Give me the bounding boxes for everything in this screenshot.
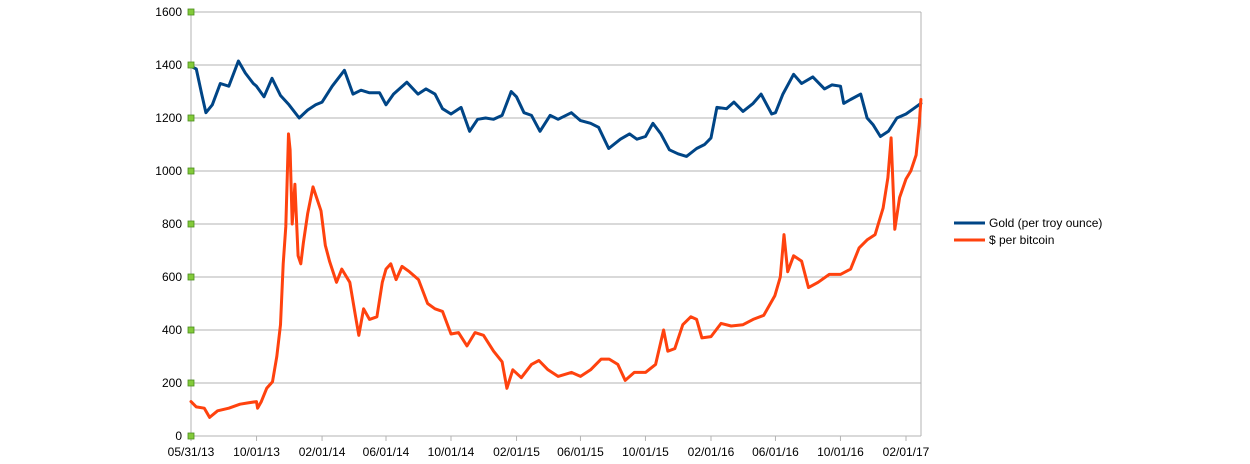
x-tick-label: 10/01/15 <box>622 445 669 459</box>
bitcoin-series-line <box>189 98 923 419</box>
legend-label: Gold (per troy ounce) <box>989 216 1102 230</box>
y-axis-marker <box>187 326 195 334</box>
y-tick-label: 800 <box>162 217 182 231</box>
legend: Gold (per troy ounce) $ per bitcoin <box>954 216 1102 247</box>
y-tick-label: 0 <box>175 429 182 443</box>
y-axis-marker <box>187 220 195 228</box>
y-axis-marker <box>187 8 195 16</box>
x-tick-label: 10/01/16 <box>817 445 864 459</box>
y-axis-marker <box>187 432 195 440</box>
x-tick-label: 06/01/14 <box>363 445 410 459</box>
gold-series-line <box>189 59 923 158</box>
x-tick-label: 10/01/14 <box>428 445 475 459</box>
y-axis-marker <box>187 114 195 122</box>
y-tick-label: 1600 <box>155 5 182 19</box>
y-axis-marker <box>187 273 195 281</box>
y-tick-label: 1400 <box>155 58 182 72</box>
y-axis-markers <box>187 8 195 440</box>
series-lines <box>189 59 923 419</box>
y-axis-ticks: 0 200 400 600 800 1000 1200 1400 1600 <box>155 5 182 443</box>
x-tick-label: 05/31/13 <box>168 445 215 459</box>
x-tick-label: 06/01/16 <box>752 445 799 459</box>
y-tick-label: 200 <box>162 376 182 390</box>
x-tick-label: 02/01/15 <box>493 445 540 459</box>
x-tick-label: 10/01/13 <box>233 445 280 459</box>
x-tick-label: 02/01/17 <box>883 445 930 459</box>
y-tick-label: 400 <box>162 323 182 337</box>
y-tick-label: 1200 <box>155 111 182 125</box>
y-tick-label: 600 <box>162 270 182 284</box>
x-axis-ticks: 05/31/13 10/01/13 02/01/14 06/01/14 10/01/14… <box>168 436 930 459</box>
grid-lines <box>191 11 921 384</box>
y-axis-marker <box>187 61 195 69</box>
x-tick-label: 02/01/16 <box>688 445 735 459</box>
legend-label: $ per bitcoin <box>989 233 1054 247</box>
y-tick-label: 1000 <box>155 164 182 178</box>
x-tick-label: 06/01/15 <box>557 445 604 459</box>
y-axis-marker <box>187 167 195 175</box>
x-tick-label: 02/01/14 <box>299 445 346 459</box>
y-axis-marker <box>187 379 195 387</box>
